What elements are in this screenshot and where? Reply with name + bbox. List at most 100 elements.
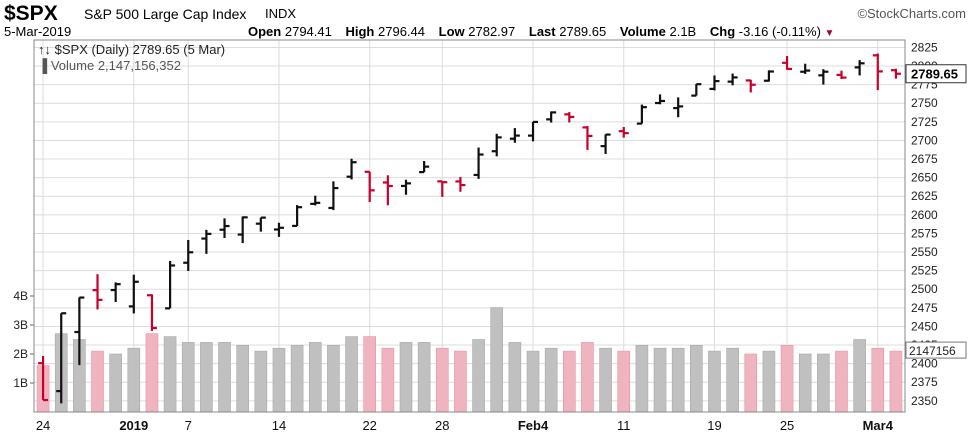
brand-label[interactable]: ©StockCharts.com xyxy=(857,6,966,21)
y-tick-label: 2475 xyxy=(911,301,938,315)
y-tick-label: 2675 xyxy=(911,152,938,166)
ohlc-bar xyxy=(273,222,284,237)
price-legend-text: $SPX (Daily) 2789.65 (5 Mar) xyxy=(54,42,226,57)
price-legend: ↑↓ $SPX (Daily) 2789.65 (5 Mar) xyxy=(38,42,225,57)
open-value: 2794.41 xyxy=(284,24,332,39)
volume-label: Volume xyxy=(619,24,666,39)
chg-label: Chg xyxy=(709,24,736,39)
ohlc-bar xyxy=(709,75,720,91)
ohlc-bar xyxy=(255,216,266,232)
y-tick-label: 2825 xyxy=(911,40,938,54)
legend-bar-icon: ↑↓ xyxy=(38,42,51,57)
ohlc-bar xyxy=(582,126,593,150)
ohlc-bar xyxy=(382,175,393,206)
ohlc-bar xyxy=(92,274,103,310)
volume-bar xyxy=(544,347,558,413)
ohlc-bar xyxy=(618,127,629,138)
volume-bar xyxy=(726,347,739,413)
ohlc-bar xyxy=(437,180,448,197)
volume-bar xyxy=(599,347,612,413)
ohlc-bar xyxy=(800,63,811,74)
y-tick-label: 2725 xyxy=(911,115,938,129)
volume-bar xyxy=(508,342,522,413)
last-volume-label: 2147156 xyxy=(909,344,956,358)
ohlc-bar xyxy=(818,69,829,85)
volume-bar xyxy=(381,347,395,413)
ohlc-bar xyxy=(56,312,67,404)
volume-bar xyxy=(109,353,122,413)
ohlc-bar xyxy=(546,111,557,123)
y-tick-label: 2400 xyxy=(911,357,938,371)
volume-bar xyxy=(671,347,685,413)
volume-value: 2.1B xyxy=(669,24,697,39)
legend-volume-icon: ▐ xyxy=(38,58,48,73)
volume-bar xyxy=(563,350,576,413)
ohlc-bar xyxy=(636,104,647,125)
ohlc-bar xyxy=(455,176,466,192)
y-tick-label: 2350 xyxy=(911,394,938,408)
volume-bar xyxy=(435,347,449,413)
volume-bar xyxy=(363,336,376,413)
x-tick-label: 7 xyxy=(185,418,192,433)
volume-bar xyxy=(835,350,848,413)
ohlc-bar xyxy=(727,73,738,86)
y-tick-label: 2650 xyxy=(911,171,938,185)
down-arrow-icon: ▼ xyxy=(824,28,835,39)
y-tick-label: 2700 xyxy=(911,133,938,147)
volume-bar xyxy=(218,342,231,413)
ohlc-bar xyxy=(782,56,793,71)
ohlc-bar xyxy=(655,94,666,105)
ohlc-bar xyxy=(509,128,520,143)
ohlc-bar xyxy=(691,83,702,97)
ticker-description: S&P 500 Large Cap Index xyxy=(84,6,247,22)
volume-bar xyxy=(817,353,830,413)
volume-bar xyxy=(254,350,268,413)
low-value: 2782.97 xyxy=(468,24,516,39)
ohlc-bar xyxy=(128,274,139,314)
volume-bar xyxy=(290,344,304,413)
ohlc-bar xyxy=(219,218,230,238)
last-value: 2789.65 xyxy=(559,24,607,39)
ohlc-bar xyxy=(419,160,430,174)
y-tick-label: 2600 xyxy=(911,208,938,222)
volume-tick-label: 4B xyxy=(13,289,28,303)
y-tick-label: 2525 xyxy=(911,264,938,278)
ohlc-bar xyxy=(201,229,212,254)
volume-bar xyxy=(744,353,758,413)
quote-summary: Open 2794.41 High 2796.44 Low 2782.97 La… xyxy=(248,24,834,39)
volume-bar xyxy=(690,344,703,413)
y-tick-label: 2500 xyxy=(911,282,938,296)
ohlc-bar xyxy=(836,70,847,80)
y-tick-label: 2375 xyxy=(911,375,938,389)
ohlc-bar xyxy=(763,70,774,82)
volume-bar xyxy=(472,339,485,413)
last-price-box xyxy=(905,64,967,84)
ohlc-bar xyxy=(673,97,684,118)
ohlc-bar xyxy=(310,195,321,206)
x-tick-label: 22 xyxy=(362,418,376,433)
ohlc-bar xyxy=(564,112,575,123)
x-tick-label: 25 xyxy=(780,418,794,433)
ohlc-bar xyxy=(491,133,502,157)
ohlc-bar xyxy=(183,240,194,271)
volume-bar xyxy=(127,347,141,413)
volume-bar xyxy=(653,347,667,413)
volume-bar xyxy=(454,350,467,413)
y-tick-label: 2450 xyxy=(911,319,938,333)
x-tick-label: 28 xyxy=(435,418,449,433)
ohlc-bar xyxy=(872,53,883,91)
ohlc-bar xyxy=(237,216,248,244)
ticker-symbol: $SPX xyxy=(4,2,58,25)
ohlc-bar xyxy=(890,68,901,79)
quote-date: 5-Mar-2019 xyxy=(4,24,72,39)
volume-bar xyxy=(345,336,358,413)
y-tick-label: 2750 xyxy=(911,96,938,110)
x-tick-label: 24 xyxy=(36,418,50,433)
last-price-label: 2789.65 xyxy=(911,67,958,82)
ohlc-bar xyxy=(38,355,49,402)
ohlc-bar xyxy=(745,79,756,93)
low-label: Low xyxy=(438,24,465,39)
ohlc-bar xyxy=(110,282,121,303)
y-tick-label: 2575 xyxy=(911,226,938,240)
